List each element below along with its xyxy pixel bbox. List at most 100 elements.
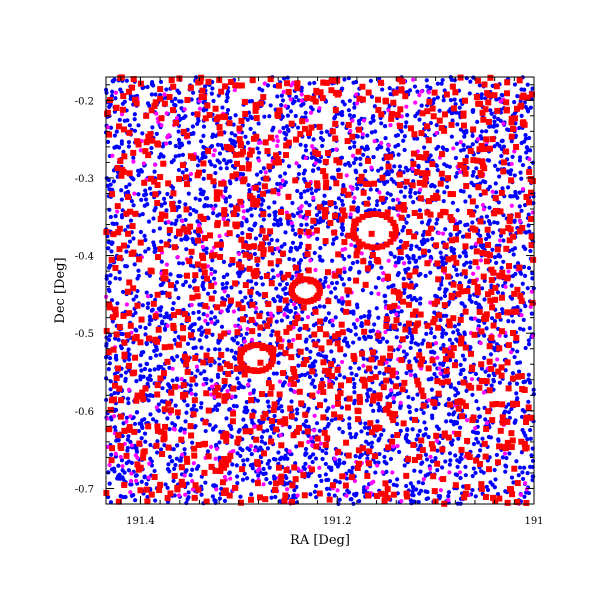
point-series-1-point	[365, 431, 370, 436]
point-series-2-point	[327, 379, 332, 384]
point-series-3-point	[514, 400, 521, 407]
point-series-1-point	[201, 124, 207, 129]
point-series-1-point	[294, 407, 300, 412]
point-series-1-point	[180, 261, 186, 266]
point-series-1-point	[415, 433, 421, 438]
point-series-3-point	[422, 175, 429, 182]
point-series-1-point	[506, 318, 511, 324]
point-series-1-point	[191, 310, 196, 316]
point-series-1-point	[443, 227, 448, 232]
point-series-1-point	[189, 97, 194, 102]
point-series-3-point	[338, 321, 345, 328]
point-series-1-point	[231, 403, 236, 408]
point-series-1-point	[199, 332, 204, 337]
point-series-1-point	[379, 121, 384, 126]
point-series-3-point	[322, 184, 329, 191]
point-series-1-point	[503, 368, 508, 373]
point-series-1-point	[132, 421, 138, 427]
point-series-1-point	[218, 166, 223, 171]
point-series-1-point	[178, 274, 183, 279]
point-series-1-point	[194, 382, 199, 387]
point-series-3-point	[420, 248, 427, 255]
point-series-1-point	[444, 313, 449, 318]
point-series-1-point	[507, 415, 512, 420]
point-series-2-point	[428, 300, 433, 305]
point-series-3-point	[328, 87, 335, 94]
point-series-3-point	[305, 267, 312, 274]
point-series-1-point	[417, 246, 422, 251]
point-series-1-point	[398, 428, 403, 433]
point-series-1-point	[112, 133, 117, 138]
point-series-2-point	[277, 129, 282, 134]
point-series-3-point	[345, 300, 352, 307]
point-series-1-point	[418, 296, 423, 301]
point-series-3-point	[429, 357, 436, 364]
point-series-1-point	[149, 92, 154, 97]
point-series-1-point	[200, 152, 205, 157]
point-series-1-point	[124, 184, 129, 190]
point-series-1-point	[169, 99, 175, 104]
point-series-1-point	[247, 187, 252, 193]
point-series-1-point	[352, 144, 357, 149]
point-series-1-point	[133, 327, 138, 332]
point-series-1-point	[527, 427, 533, 433]
point-series-3-point	[149, 137, 156, 144]
point-series-3-point	[194, 293, 201, 300]
point-series-2-point	[164, 111, 169, 116]
point-series-2-point	[383, 329, 388, 335]
point-series-1-point	[293, 461, 298, 466]
point-series-1-point	[161, 154, 166, 159]
point-series-2-point	[258, 140, 263, 145]
point-series-1-point	[321, 354, 327, 359]
point-series-1-point	[355, 186, 360, 191]
point-series-1-point	[274, 286, 279, 291]
point-series-1-point	[261, 198, 266, 203]
point-series-1-point	[219, 324, 225, 329]
point-series-3-point	[130, 76, 137, 83]
point-series-3-point	[353, 277, 360, 284]
point-series-1-point	[488, 480, 493, 485]
point-series-2-point	[241, 209, 246, 214]
point-series-1-point	[448, 419, 454, 424]
point-series-1-point	[302, 189, 307, 194]
point-series-3-point	[473, 248, 480, 255]
point-series-3-point	[442, 355, 449, 362]
point-series-3-point	[275, 258, 282, 265]
point-series-1-point	[405, 294, 411, 300]
point-series-1-point	[243, 405, 248, 410]
point-series-1-point	[229, 348, 234, 353]
point-series-1-point	[352, 381, 357, 387]
point-series-1-point	[479, 469, 484, 474]
point-series-1-point	[414, 283, 419, 288]
point-series-1-point	[397, 164, 403, 169]
point-series-1-point	[161, 196, 167, 201]
point-series-3-point	[384, 209, 391, 216]
point-series-1-point	[382, 454, 387, 460]
point-series-1-point	[407, 330, 412, 335]
point-series-3-point	[494, 107, 501, 114]
point-series-3-point	[274, 330, 281, 337]
point-series-3-point	[180, 382, 187, 389]
point-series-3-point	[355, 148, 362, 155]
point-series-1-point	[212, 315, 218, 320]
point-series-2-point	[162, 92, 167, 97]
point-series-1-point	[354, 156, 359, 161]
point-series-1-point	[171, 301, 176, 306]
point-series-1-point	[379, 265, 384, 270]
point-series-1-point	[433, 456, 438, 461]
point-series-1-point	[261, 466, 266, 472]
point-series-1-point	[430, 349, 435, 354]
point-series-1-point	[169, 355, 175, 361]
point-series-1-point	[411, 485, 416, 490]
point-series-3-point	[523, 418, 530, 425]
point-series-1-point	[131, 297, 136, 302]
point-series-1-point	[450, 341, 455, 346]
point-series-1-point	[355, 305, 360, 310]
point-series-1-point	[383, 196, 389, 201]
point-series-1-point	[524, 490, 529, 495]
point-series-1-point	[306, 473, 311, 479]
point-series-1-point	[461, 189, 466, 194]
point-series-1-point	[212, 289, 217, 295]
point-series-1-point	[181, 115, 186, 120]
point-series-1-point	[416, 499, 421, 505]
